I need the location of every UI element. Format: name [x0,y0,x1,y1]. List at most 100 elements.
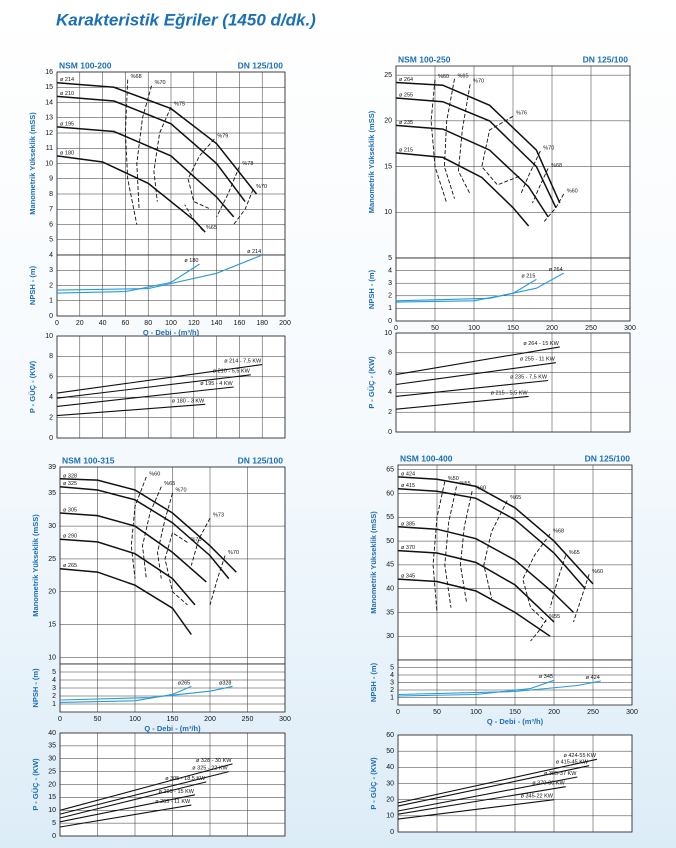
curve [56,81,258,195]
y-tick-label: 25 [48,556,56,563]
y-tick-label: 3 [49,267,53,274]
curve-label: ø 415-45 KW [556,760,589,766]
efficiency-curve [444,486,457,608]
y-tick-label: 39 [48,464,56,471]
efficiency-label: %65 [510,495,521,501]
x-tick-label: 80 [144,320,152,327]
y-tick-label: 30 [386,780,394,787]
y-tick-label: 6 [49,221,53,228]
x-tick-label: 300 [626,709,638,716]
curve-label: ø 305 - 18,5 KW [165,776,206,782]
y-tick-label: 7 [49,206,53,213]
curve [397,799,555,820]
curve-label: ø 215 [399,147,413,153]
y-tick-label: 30 [386,633,394,640]
y-tick-label: 16 [45,69,53,76]
y-tick-label: 8 [49,353,53,360]
curve-label: ø 215 [521,273,535,279]
y-axis-label: Manometrik Yükseklik (mSS) [28,112,37,215]
efficiency-curve [164,531,188,606]
y-tick-label: 45 [386,562,394,569]
y-tick-label: 10 [384,209,392,216]
curve [395,346,560,376]
y-tick-label: 0 [388,429,392,436]
x-tick-label: 300 [624,325,636,332]
curve [397,488,586,590]
y-tick-label: 15 [45,84,53,91]
efficiency-label: %65 [164,481,175,487]
y-tick-label: 10 [45,160,53,167]
curve-label: ø 424-55 KW [563,753,596,759]
y-tick-label: 2 [388,293,392,300]
y-tick-label: 5 [390,664,394,671]
curve-label: ø 214 [60,77,74,83]
curve-label: ø 345 [401,574,415,580]
y-tick-label: 1 [49,298,53,305]
x-tick-label: 300 [279,716,291,723]
efficiency-curve [549,555,567,608]
y-tick-label: 5 [52,820,56,827]
x-tick-label: 0 [58,716,62,723]
x-tick-label: 120 [188,320,200,327]
efficiency-curve [573,574,590,623]
y-axis-label: NPSH - (m) [369,662,378,702]
curve [59,771,229,815]
x-axis-label: Q - Debi - (m³/h) [143,328,200,337]
curve-label: ø 214 [247,249,261,255]
curve [397,476,594,585]
efficiency-curve [457,84,471,195]
efficiency-label: %73 [213,513,224,519]
efficiency-label: %79 [217,134,228,140]
y-tick-label: 0 [49,313,53,320]
curve [397,680,601,696]
efficiency-curve [187,138,215,210]
curve [395,379,549,397]
x-tick-label: 50 [431,325,439,332]
curve [397,776,578,812]
panel-title: NSM 100-250 [398,54,451,64]
y-axis-label: P - GÜÇ - (KW) [369,757,378,810]
y-tick-label: 4 [390,672,394,679]
curve-label: ø 265 [63,563,77,569]
curve-label: ø 180 - 3 KW [172,398,205,404]
curve-label: ø 214 - 7,5 KW [224,359,262,365]
y-tick-label: 2 [49,282,53,289]
x-tick-label: 0 [396,709,400,716]
y-tick-label: 35 [48,490,56,497]
efficiency-label: %55 [460,481,471,487]
y-axis-label: P - GÜÇ - (KW) [367,356,376,409]
y-tick-label: 2 [388,409,392,416]
y-tick-label: 5 [52,669,56,676]
y-tick-label: 4 [52,677,56,684]
y-tick-label: 10 [45,333,53,340]
efficiency-label: %75 [174,102,185,108]
page-title: Karakteristik Eğriler (1450 d/dk.) [56,10,316,29]
efficiency-curve [157,493,173,579]
curve [395,272,564,302]
curve [56,263,200,294]
efficiency-label: %60 [475,486,486,492]
curve-label: ø 255 - 11 KW [520,357,556,363]
curve-label: ø 290 [63,534,77,540]
curve [59,685,233,701]
y-tick-label: 35 [386,609,394,616]
efficiency-label: %65 [206,225,217,231]
panel-subtitle: DN 125/100 [238,455,284,465]
efficiency-label: %70 [155,80,166,86]
x-tick-label: 0 [394,325,398,332]
y-tick-label: 5 [388,255,392,262]
efficiency-label: %70 [256,184,267,190]
curve-label: ø 210 - 5,5 KW [213,369,251,375]
x-tick-label: 180 [256,320,268,327]
efficiency-curve [530,619,547,642]
y-tick-label: 40 [386,764,394,771]
curve-label: ø 345 [539,674,553,680]
panel-title: NSM 100-315 [62,455,115,465]
curve-label: ø 424 [401,471,415,477]
curve-label: ø 180 [60,150,74,156]
curve-label: ø 235 [399,120,413,126]
efficiency-label: %65 [458,73,469,79]
curve [395,362,556,386]
curve-label: ø 265 - 11 KW [155,799,191,805]
curve-label: ø328 [219,680,232,686]
